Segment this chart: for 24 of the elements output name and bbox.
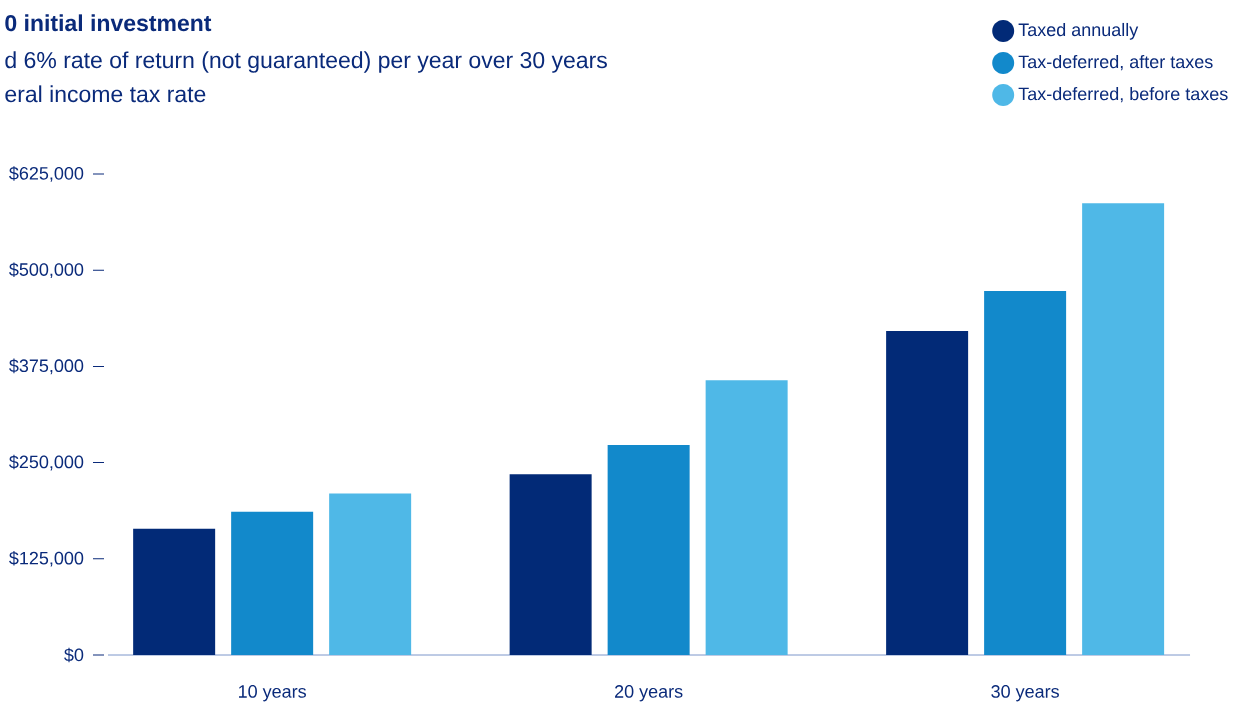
bar (509, 474, 592, 655)
y-tick-label: $250,000 (9, 454, 84, 471)
legend-label: Tax-deferred, before taxes (1018, 87, 1228, 103)
bar (133, 528, 216, 655)
bar (984, 290, 1067, 655)
x-tick-label: 30 years (991, 685, 1059, 702)
bar (1082, 203, 1165, 655)
y-tick-label: $375,000 (9, 358, 84, 375)
legend-label: Taxed annually (1018, 22, 1139, 40)
bar (607, 444, 690, 655)
chart-title: 0 initial investment (5, 14, 212, 32)
text: eral income tax rate (5, 85, 206, 103)
legend-label: Tax-deferred, after taxes (1018, 54, 1213, 71)
bar (886, 331, 969, 655)
y-tick-label: $0 (64, 647, 84, 663)
chart-subtitle: d 6% rate of return (not guaranteed) per year over 30 years (5, 51, 607, 73)
y-tick-label: $125,000 (9, 550, 84, 567)
bar (231, 511, 314, 655)
x-tick-label: 10 years (239, 685, 306, 702)
x-tick-label: 20 years (615, 685, 683, 702)
bar (705, 380, 788, 655)
y-tick-label: $625,000 (9, 166, 84, 182)
bar (329, 493, 412, 655)
y-tick-label: $500,000 (9, 262, 84, 278)
